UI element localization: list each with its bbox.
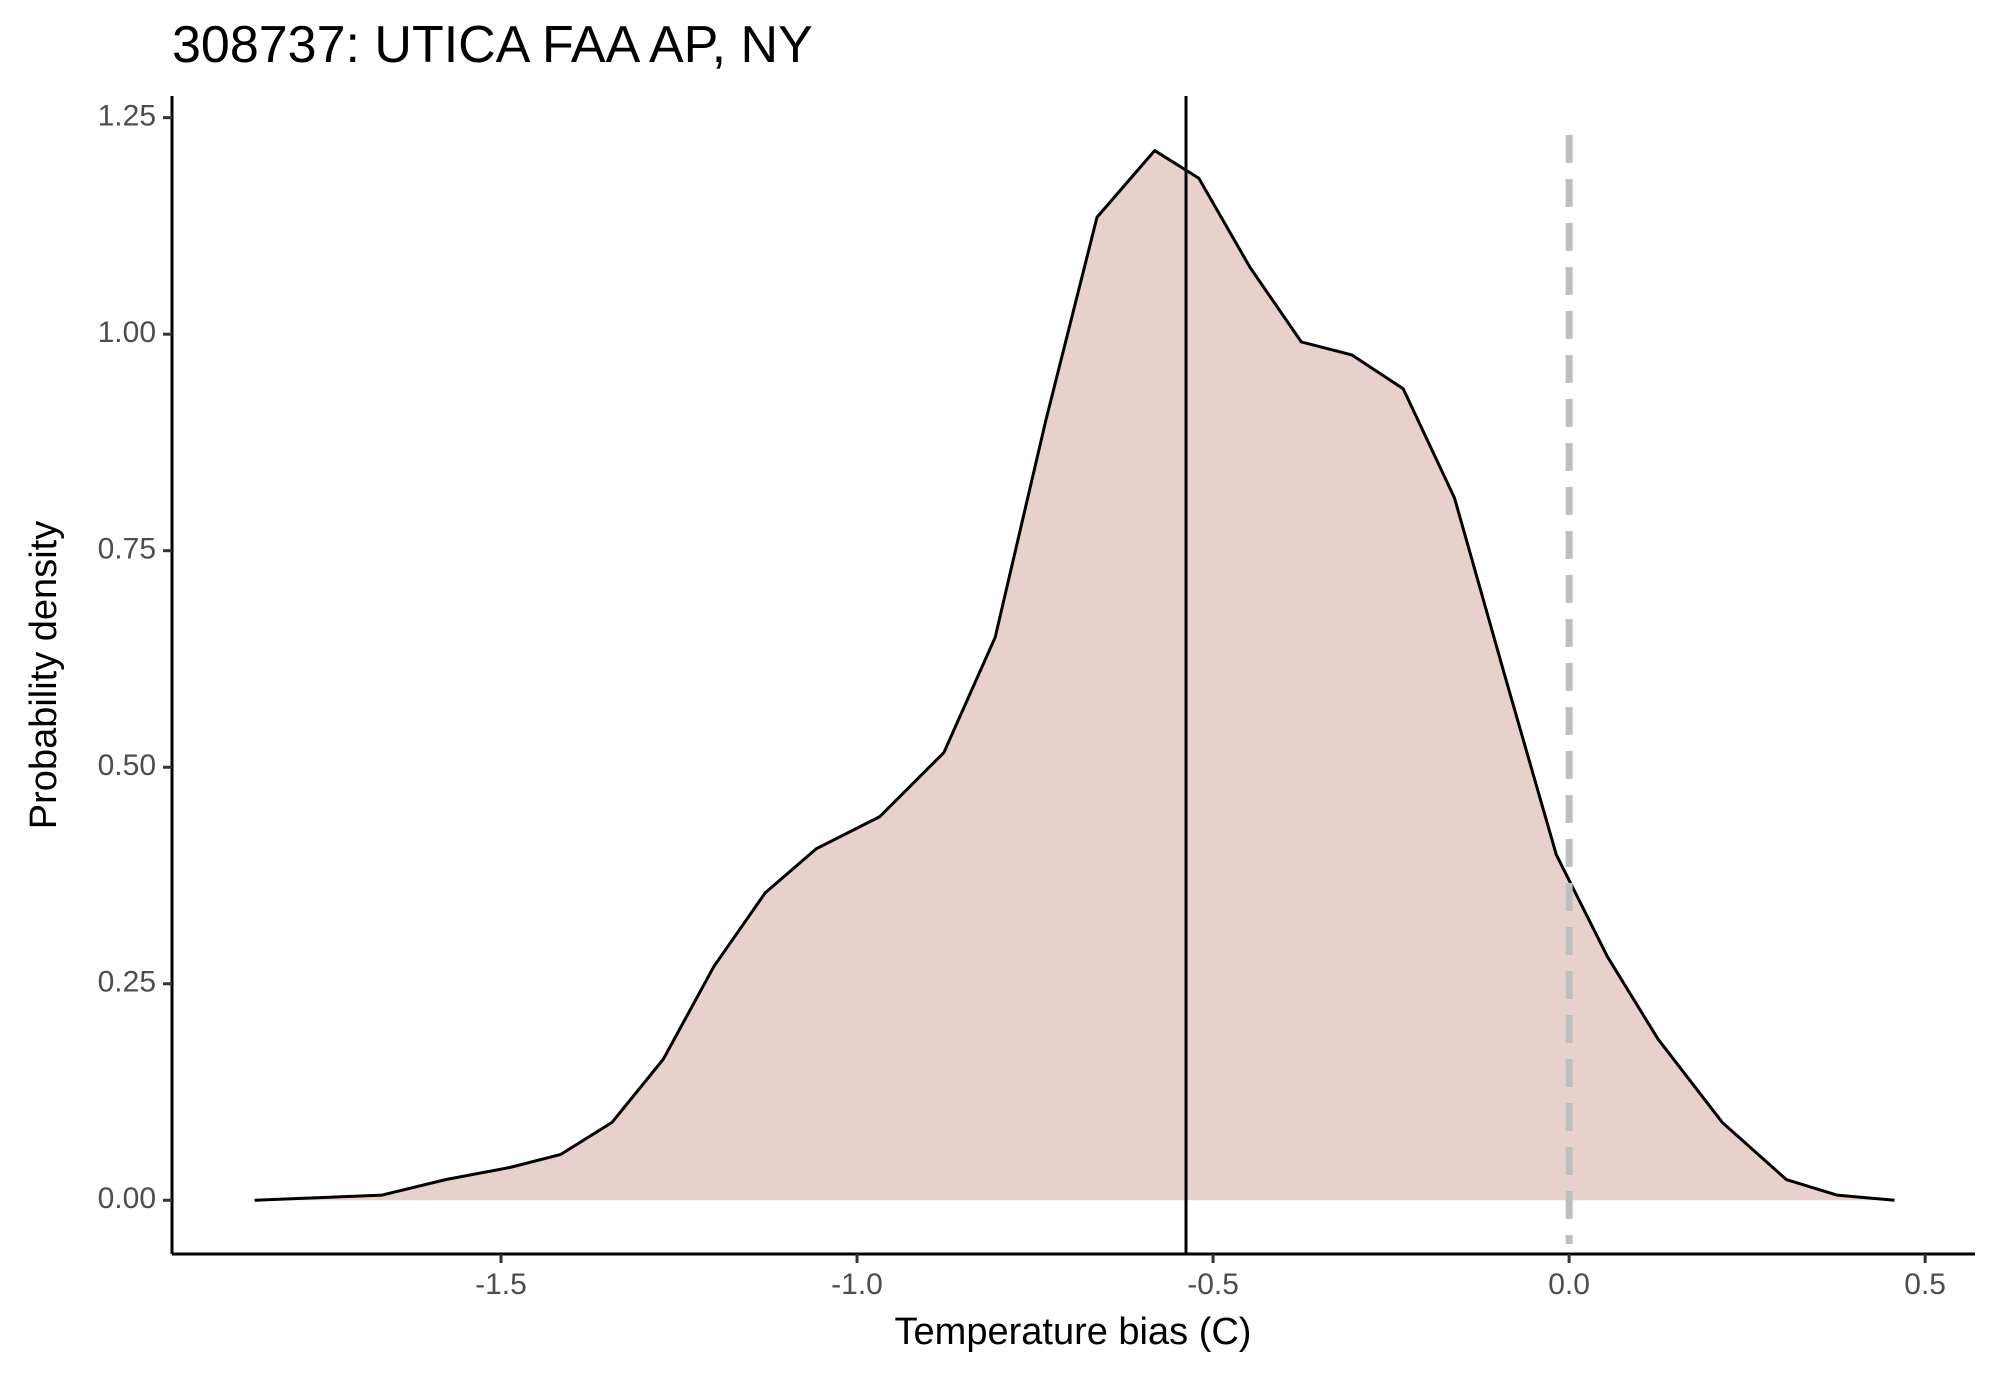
y-tick-label: 0.75: [98, 533, 156, 566]
density-line: [254, 149, 1895, 1202]
y-tick-label: 0.50: [98, 749, 156, 782]
y-tick-label: 0.25: [98, 966, 156, 999]
chart-title: 308737: UTICA FAA AP, NY: [172, 16, 813, 74]
x-axis-title: Temperature bias (C): [895, 1311, 1252, 1353]
x-tick-label: -0.5: [1187, 1268, 1239, 1301]
x-tick-label: 0.0: [1548, 1268, 1590, 1301]
y-tick-label: 1.25: [98, 100, 156, 133]
x-tick-label: -1.0: [831, 1268, 883, 1301]
area-fill: [254, 150, 1895, 1201]
x-tick-label: 0.5: [1904, 1268, 1946, 1301]
y-tick-label: 0.00: [98, 1182, 156, 1215]
x-tick-label: -1.5: [475, 1268, 527, 1301]
y-tick-label: 1.00: [98, 316, 156, 349]
y-axis-title: Probability density: [23, 521, 65, 829]
